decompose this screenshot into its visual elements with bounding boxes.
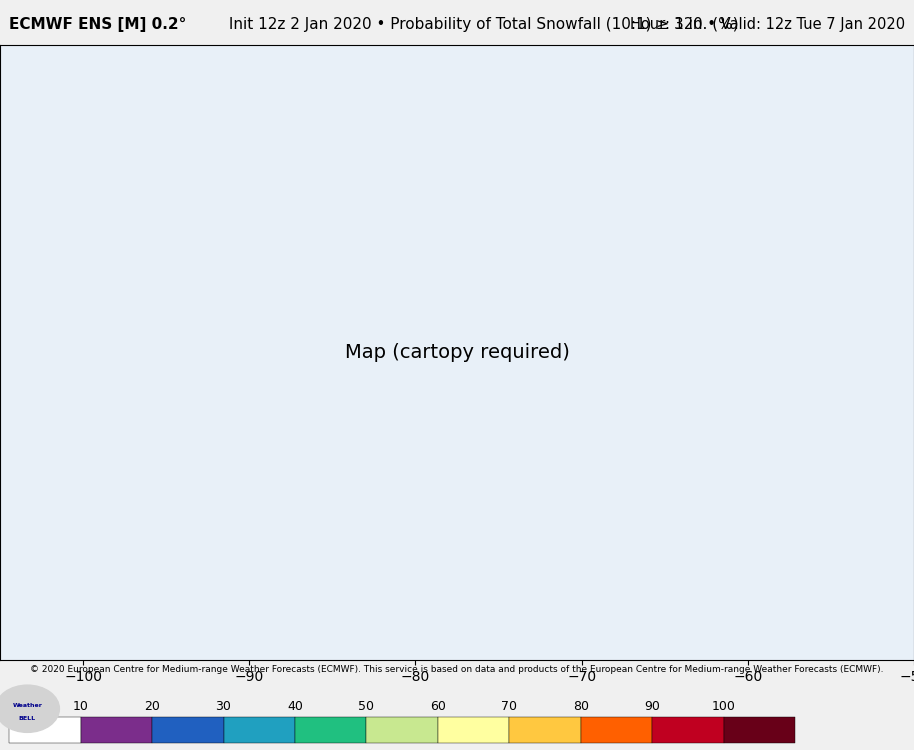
Text: Weather: Weather [13,703,42,708]
Text: 40: 40 [287,700,303,713]
Text: 90: 90 [644,700,660,713]
Text: ECMWF ENS [M] 0.2°: ECMWF ENS [M] 0.2° [9,17,186,32]
Bar [724,717,795,742]
Bar [80,717,152,742]
Bar [653,717,724,742]
Text: Map (cartopy required): Map (cartopy required) [345,343,569,362]
Text: BELL: BELL [19,716,36,722]
Bar [152,717,224,742]
Bar [224,717,295,742]
Text: 50: 50 [358,700,375,713]
Text: 70: 70 [502,700,517,713]
Text: 30: 30 [216,700,231,713]
Bar [295,717,367,742]
Text: 10: 10 [72,700,89,713]
Text: © 2020 European Centre for Medium-range Weather Forecasts (ECMWF). This service : © 2020 European Centre for Medium-range … [30,665,884,674]
Text: 60: 60 [430,700,446,713]
Bar [9,717,80,742]
Bar [438,717,509,742]
Bar [367,717,438,742]
Bar [580,717,653,742]
Circle shape [0,686,59,732]
Bar [509,717,580,742]
Text: 20: 20 [144,700,160,713]
Text: 100: 100 [712,700,736,713]
Text: 0: 0 [5,700,13,713]
Text: Init 12z 2 Jan 2020 • Probability of Total Snowfall (10:1) ≥ 3 in. (%): Init 12z 2 Jan 2020 • Probability of Tot… [224,17,739,32]
Text: Hour: 120 • Valid: 12z Tue 7 Jan 2020: Hour: 120 • Valid: 12z Tue 7 Jan 2020 [630,17,905,32]
Text: 80: 80 [573,700,589,713]
